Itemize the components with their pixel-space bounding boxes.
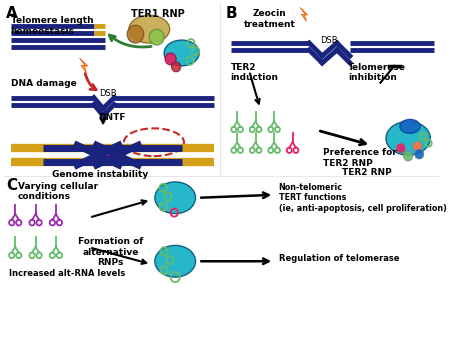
Text: Varying cellular
conditions: Varying cellular conditions [18, 182, 98, 201]
Text: A: A [6, 6, 18, 21]
Text: DNA damage: DNA damage [10, 79, 76, 88]
Circle shape [172, 62, 181, 72]
Circle shape [396, 143, 405, 153]
Ellipse shape [400, 119, 420, 133]
Text: Preference for
TER2 RNP: Preference for TER2 RNP [323, 148, 397, 168]
Ellipse shape [155, 246, 196, 277]
Text: Non-telomeric
TERT functions
(ie, anti-apoptosis, cell proliferation): Non-telomeric TERT functions (ie, anti-a… [279, 183, 447, 213]
Circle shape [149, 29, 164, 45]
Text: B: B [226, 6, 237, 21]
Circle shape [165, 53, 176, 65]
Text: Increased alt-RNA levels: Increased alt-RNA levels [9, 269, 125, 278]
Text: Genome instability: Genome instability [52, 170, 148, 179]
Ellipse shape [155, 182, 196, 214]
Ellipse shape [164, 40, 199, 66]
Polygon shape [80, 58, 88, 73]
Text: TER1 RNP: TER1 RNP [131, 9, 184, 19]
Text: DSB: DSB [100, 89, 117, 98]
Polygon shape [300, 7, 308, 21]
Circle shape [413, 141, 422, 151]
Text: TER2
induction: TER2 induction [231, 63, 279, 82]
Circle shape [104, 152, 111, 159]
Text: Telomerase
inhibition: Telomerase inhibition [348, 63, 406, 82]
Ellipse shape [129, 15, 170, 43]
Text: Formation of
alternative
RNPs: Formation of alternative RNPs [78, 237, 143, 267]
Ellipse shape [386, 121, 430, 155]
Circle shape [127, 25, 144, 43]
Circle shape [415, 149, 424, 159]
Text: DSB: DSB [320, 36, 338, 45]
Text: C: C [6, 178, 17, 193]
Text: Telomere length
homeostasis: Telomere length homeostasis [10, 16, 93, 36]
Text: Regulation of telomerase: Regulation of telomerase [279, 254, 399, 263]
Circle shape [403, 151, 413, 161]
Text: Zeocin
treatment: Zeocin treatment [244, 9, 295, 29]
Text: DNTF: DNTF [99, 114, 126, 122]
Text: TER2 RNP: TER2 RNP [342, 168, 392, 177]
